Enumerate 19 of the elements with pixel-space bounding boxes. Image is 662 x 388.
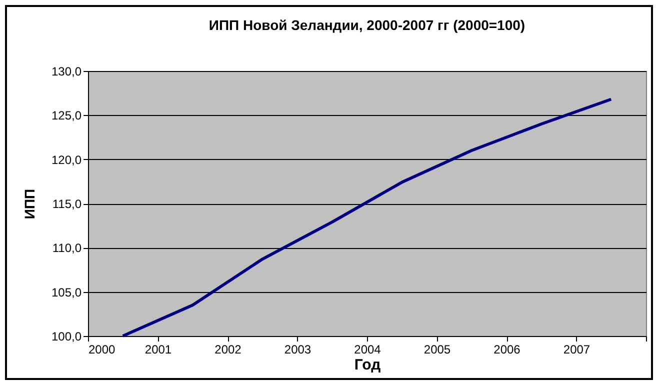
y-tick-label: 125,0	[51, 108, 82, 123]
y-tick-label: 110,0	[52, 241, 82, 256]
x-tick-label: 2001	[144, 342, 172, 356]
y-tick-label: 105,0	[51, 285, 82, 300]
x-tick-label: 2002	[214, 342, 242, 356]
chart-title: ИПП Новой Зеландии, 2000-2007 гг (2000=100)	[208, 17, 526, 33]
y-tick-label: 120,0	[51, 152, 82, 167]
x-tick-label: 2004	[354, 342, 382, 356]
x-axis-title: Год	[354, 356, 382, 374]
line-series	[121, 98, 613, 338]
x-tick-label: 2003	[284, 342, 312, 356]
x-tick-label: 2006	[494, 342, 521, 356]
y-tick-label: 100,0	[51, 330, 82, 344]
y-axis-title: ИПП	[21, 188, 38, 220]
y-tick-label: 115,0	[52, 197, 82, 211]
x-tick-label: 2000	[88, 342, 116, 356]
x-tick-label: 2007	[563, 342, 590, 356]
x-tick-label: 2005	[424, 342, 451, 356]
y-tick-label: 130,0	[51, 64, 82, 78]
